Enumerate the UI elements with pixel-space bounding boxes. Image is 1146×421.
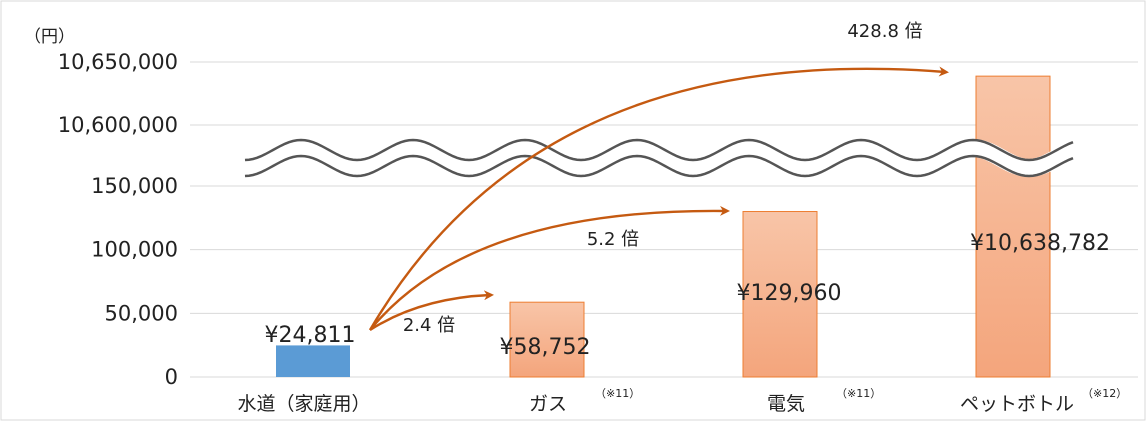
bar-2 [509,301,585,378]
y-tick-label: 150,000 [91,174,178,198]
y-axis-unit: （円） [24,27,75,47]
x-axis-categories: 水道（家庭用） ガス （※11） 電気 （※11） ペットボトル （※12） [237,387,1127,415]
x-category-label: 電気 [767,393,805,415]
break-band [244,138,1077,178]
y-tick-label: 0 [165,365,178,389]
ratio-label: 2.4 倍 [403,315,455,336]
ratio-label: 428.8 倍 [847,21,922,42]
data-label-1: ¥24,811 [265,323,356,348]
x-category-label: ガス [529,393,567,415]
y-tick-label: 50,000 [105,301,178,325]
bar-3 [742,211,818,378]
ratio-arrow [369,205,730,331]
bar-1 [276,345,350,377]
ratio-arrow [369,290,494,332]
data-labels: ¥24,811 ¥58,752 ¥129,960 ¥10,638,782 [265,231,1110,360]
x-category-label: ペットボトル [960,393,1074,415]
x-category-label: 水道（家庭用） [237,393,370,415]
break-line-top [244,138,1074,162]
bars [276,75,1051,378]
break-line-bottom [244,154,1074,178]
data-label-3: ¥129,960 [737,281,842,306]
ratio-arrow [368,66,949,331]
ratio-label: 5.2 倍 [587,229,639,250]
data-label-2: ¥58,752 [500,335,591,360]
category-note: （※11） [836,387,881,400]
y-tick-label: 10,650,000 [58,50,178,74]
y-axis-ticks: 0 50,000 100,000 150,000 10,600,000 10,650,00… [58,50,178,389]
category-note: （※12） [1082,387,1127,400]
data-label-4: ¥10,638,782 [970,231,1110,256]
axis-break [244,138,1077,178]
y-tick-label: 10,600,000 [58,113,178,137]
y-tick-label: 100,000 [91,238,178,262]
ratio-arrows: 2.4 倍 5.2 倍 428.8 倍 [368,21,949,336]
bar-4 [975,75,1051,378]
category-note: （※11） [595,387,640,400]
